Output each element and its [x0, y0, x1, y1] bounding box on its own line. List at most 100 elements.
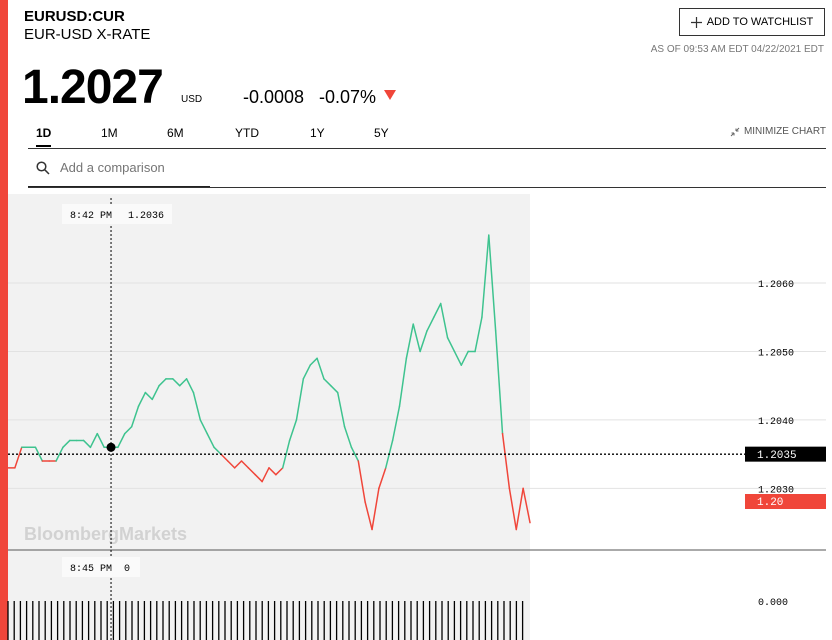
- search-icon: [36, 161, 50, 175]
- price-line-segment: [508, 487, 518, 531]
- price-line-segment: [302, 364, 311, 380]
- comparison-search: [28, 150, 212, 187]
- price-line-segment: [481, 234, 490, 318]
- price-line-segment: [433, 302, 442, 318]
- price-line-segment: [34, 446, 44, 462]
- price-line-segment: [178, 378, 188, 387]
- price-line-segment: [247, 467, 257, 476]
- tab-1d[interactable]: 1D: [36, 126, 52, 147]
- volume-axis-label: 0.000: [758, 598, 788, 609]
- price-line-segment: [522, 487, 531, 524]
- price-line-segment: [268, 467, 277, 476]
- price-line-segment: [213, 446, 222, 455]
- y-tick-label: 1.2050: [758, 348, 794, 359]
- crosshair-value: 1.2036: [128, 211, 164, 222]
- y-tick-label: 1.2040: [758, 417, 794, 428]
- price-line-segment: [199, 419, 208, 435]
- price-line-segment: [55, 446, 64, 462]
- watchlist-label: ADD TO WATCHLIST: [706, 16, 814, 28]
- price-line-segment: [426, 316, 435, 332]
- price-line-segment: [419, 330, 428, 353]
- as-of-timestamp: AS OF 09:53 AM EDT 04/22/2021 EDT: [650, 44, 824, 55]
- minimize-icon: [730, 127, 740, 136]
- price-line-segment: [261, 467, 270, 483]
- price-line-segment: [378, 467, 387, 490]
- price-line-segment: [309, 357, 318, 366]
- price-line-segment: [323, 378, 332, 387]
- add-to-watchlist-button[interactable]: ADD TO WATCHLIST: [679, 8, 825, 36]
- price-line-segment: [494, 330, 504, 435]
- price-line-segment: [446, 337, 456, 353]
- price-line-segment: [412, 323, 421, 353]
- last-price-label: 1.20: [745, 494, 826, 509]
- price-line-segment: [330, 384, 339, 394]
- price-line-segment: [82, 439, 92, 449]
- price-line-segment: [350, 446, 360, 462]
- price-change: -0.0008: [243, 87, 305, 107]
- price-line-segment: [130, 405, 140, 428]
- ticker-symbol: EURUSD:CUR: [24, 8, 125, 25]
- tab-1y[interactable]: 1Y: [310, 126, 325, 140]
- tab-5y[interactable]: 5Y: [374, 126, 389, 140]
- price-line-segment: [185, 378, 195, 394]
- volume-crosshair-time: 8:45 PM: [70, 564, 112, 575]
- price-line-segment: [227, 460, 236, 469]
- last-price: 1.2027: [22, 61, 164, 114]
- comparison-bar: [28, 150, 826, 188]
- price-line-segment: [357, 460, 366, 503]
- minimize-chart-label: MINIMIZE CHART: [743, 126, 826, 137]
- price-line-segment: [336, 391, 346, 428]
- chart-watermark: BloombergMarkets: [24, 524, 187, 544]
- price-line-segment: [398, 357, 408, 407]
- price-line-segment: [137, 391, 147, 407]
- tab-6m[interactable]: 6M: [167, 126, 184, 140]
- price-line-segment: [439, 302, 449, 339]
- price-line-segment: [391, 405, 401, 442]
- price-line-segment: [515, 487, 524, 531]
- price-line-segment: [364, 501, 373, 531]
- last-price-label-text: 1.20: [757, 497, 783, 509]
- price-line-segment: [295, 378, 305, 421]
- instrument-name: EUR-USD X-RATE: [24, 26, 151, 43]
- price-line-segment: [288, 419, 298, 442]
- price-line-segment: [371, 487, 380, 531]
- price-line-segment: [89, 432, 99, 449]
- comparison-input[interactable]: [58, 159, 212, 176]
- price-line-segment: [474, 316, 483, 353]
- tab-1m[interactable]: 1M: [101, 126, 118, 140]
- price-line-segment: [144, 391, 153, 401]
- price-line-segment: [206, 432, 215, 449]
- price-line-segment: [192, 391, 202, 421]
- volume-crosshair-value: 0: [124, 564, 130, 575]
- price-line-segment: [343, 426, 353, 449]
- price-line-segment: [405, 323, 414, 360]
- y-tick-label: 1.2030: [758, 485, 794, 496]
- tab-ytd[interactable]: YTD: [235, 126, 259, 140]
- time-range-tabs: 1D 1M 6M YTD 1Y 5Y: [28, 126, 826, 149]
- price-line-segment: [62, 439, 71, 449]
- price-line-segment: [124, 426, 133, 435]
- price-line-segment: [460, 350, 469, 366]
- price-line-segment: [316, 357, 325, 380]
- price-line-segment: [220, 453, 229, 462]
- minimize-chart-button[interactable]: MINIMIZE CHART: [730, 126, 826, 137]
- reference-label-text: 1.2035: [757, 450, 797, 462]
- price-line-segment: [254, 473, 263, 483]
- down-arrow-icon: [384, 90, 396, 100]
- price-line-segment: [172, 378, 181, 387]
- crosshair-point: [106, 442, 116, 452]
- price-line-segment: [488, 234, 497, 332]
- percent-change: -0.07%: [319, 87, 377, 107]
- price-line-segment: [501, 432, 511, 490]
- crosshair-tooltip: 8:42 PM 1.2036: [62, 204, 172, 224]
- price-line-segment: [233, 460, 243, 469]
- y-tick-label: 1.2060: [758, 280, 794, 291]
- price-line-segment: [117, 432, 126, 449]
- price-line-segment: [240, 460, 250, 469]
- accent-bar: [0, 0, 8, 640]
- currency-label: USD: [181, 94, 203, 105]
- plus-icon: [690, 16, 702, 28]
- price-line-segment: [275, 467, 284, 476]
- price-chart[interactable]: BloombergMarkets 1.2060 1.2050 1.2040 1.203…: [0, 188, 832, 640]
- price-line-segment: [14, 446, 23, 469]
